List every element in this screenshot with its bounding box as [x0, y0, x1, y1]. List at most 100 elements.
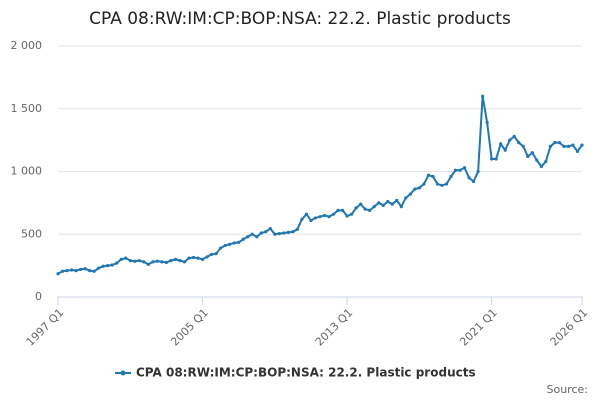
point	[101, 264, 105, 268]
point	[485, 120, 489, 125]
point	[173, 257, 178, 261]
point	[92, 269, 96, 273]
point	[142, 260, 146, 264]
point	[97, 266, 101, 270]
point	[503, 148, 507, 152]
point	[65, 269, 69, 273]
point	[553, 141, 557, 145]
point	[372, 205, 376, 209]
point	[345, 214, 349, 218]
point	[200, 257, 205, 261]
point	[209, 252, 214, 256]
point	[354, 206, 358, 210]
point	[499, 142, 503, 146]
point	[155, 259, 159, 263]
point	[187, 256, 191, 260]
chart-title: CPA 08:RW:IM:CP:BOP:NSA: 22.2. Plastic p…	[89, 9, 511, 29]
point	[449, 174, 453, 179]
point	[467, 176, 471, 180]
point	[471, 179, 476, 184]
point	[182, 260, 187, 264]
point	[250, 232, 254, 236]
point	[521, 144, 525, 148]
point	[232, 241, 236, 245]
point	[56, 272, 60, 276]
point	[295, 227, 300, 231]
x-tick-label: 2013 Q1	[313, 306, 356, 349]
point	[399, 205, 403, 209]
point	[395, 198, 399, 202]
point	[571, 143, 575, 147]
point	[160, 260, 164, 264]
x-tick-label: 2005 Q1	[168, 306, 211, 349]
point	[309, 218, 313, 223]
point	[291, 230, 295, 234]
point	[60, 269, 65, 273]
point	[575, 149, 580, 154]
point	[259, 231, 263, 235]
point	[476, 169, 480, 174]
point	[417, 186, 421, 190]
series-line	[57, 96, 583, 275]
point	[322, 213, 327, 218]
point	[508, 138, 512, 142]
point	[435, 182, 440, 186]
point	[137, 259, 141, 263]
point	[223, 243, 227, 248]
point	[539, 164, 543, 169]
point	[273, 232, 277, 236]
point	[88, 269, 92, 273]
y-tick-label: 500	[21, 227, 42, 240]
point	[386, 200, 390, 204]
source: Source:	[547, 383, 589, 396]
point	[530, 151, 534, 155]
point	[535, 158, 539, 162]
point	[246, 235, 250, 239]
point	[453, 168, 458, 172]
point	[228, 242, 232, 246]
point	[404, 196, 408, 200]
point	[164, 260, 169, 265]
point	[219, 246, 223, 250]
point	[566, 144, 571, 148]
point	[313, 216, 318, 220]
point	[562, 144, 566, 148]
point	[69, 268, 74, 272]
point	[83, 267, 87, 271]
y-tick-label: 0	[35, 290, 42, 303]
point	[128, 259, 132, 263]
point	[196, 256, 200, 260]
point	[151, 260, 155, 264]
point	[214, 252, 218, 256]
x-tick-label: 1997 Q1	[24, 306, 67, 349]
y-tick-label: 1 500	[11, 102, 43, 115]
point	[381, 203, 385, 207]
point	[115, 261, 119, 265]
point	[205, 255, 209, 259]
point	[191, 255, 196, 260]
point	[268, 227, 272, 231]
point	[413, 187, 417, 191]
point	[282, 231, 286, 235]
point	[557, 141, 562, 145]
point	[426, 173, 431, 177]
point	[368, 208, 372, 213]
point	[526, 154, 530, 159]
point	[169, 259, 173, 263]
x-tick-label: 2026 Q1	[548, 306, 591, 349]
point	[517, 141, 521, 145]
point	[408, 192, 412, 196]
point	[458, 168, 462, 172]
point	[106, 264, 110, 268]
point	[286, 230, 290, 234]
point	[340, 208, 345, 213]
point	[331, 212, 336, 216]
point	[431, 174, 435, 179]
legend-label: CPA 08:RW:IM:CP:BOP:NSA: 22.2. Plastic p…	[136, 366, 476, 380]
point	[512, 134, 516, 138]
point	[78, 267, 83, 271]
point	[318, 215, 322, 219]
point	[178, 259, 182, 263]
point	[350, 212, 354, 216]
point	[544, 159, 548, 164]
